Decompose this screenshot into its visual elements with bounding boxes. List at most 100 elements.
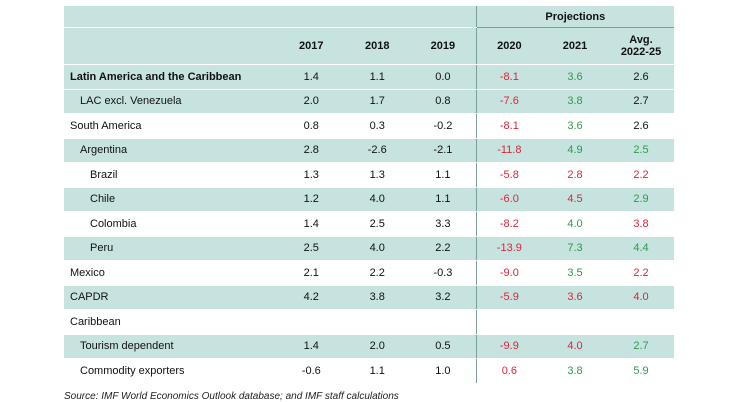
cell-value (608, 309, 674, 335)
table-row: CAPDR 4.2 3.8 3.2 -5.9 3.6 4.0 (64, 285, 674, 310)
cell-value: 1.3 (278, 162, 345, 188)
cell-value: -0.3 (410, 260, 477, 286)
cell-value (344, 309, 411, 335)
cell-value: 2.6 (608, 113, 674, 139)
header-row-projections: Projections (64, 6, 674, 28)
cell-value: -9.9 (475, 334, 543, 359)
table-row: South America 0.8 0.3 -0.2 -8.1 3.6 2.6 (64, 113, 674, 139)
cell-value: -11.8 (475, 138, 543, 163)
cell-value: 2.2 (608, 260, 674, 286)
cell-value: 1.1 (410, 162, 477, 188)
year-header-2021: 2021 (542, 27, 608, 65)
cell-value: 4.0 (542, 334, 608, 359)
cell-value: 2.2 (344, 260, 411, 286)
row-label: Commodity exporters (64, 358, 279, 384)
cell-value: 0.3 (344, 113, 411, 139)
projections-header: Projections (475, 6, 674, 28)
cell-value: 7.3 (542, 236, 608, 261)
cell-value: -8.1 (475, 64, 543, 90)
table-row: Latin America and the Caribbean 1.4 1.1 0.0… (64, 64, 674, 90)
cell-value: 3.8 (608, 211, 674, 237)
cell-value: 2.5 (278, 236, 345, 261)
cell-value: -5.8 (475, 162, 543, 188)
table-row: Argentina 2.8 -2.6 -2.1 -11.8 4.9 2.5 (64, 138, 674, 163)
cell-value: 1.0 (410, 358, 477, 384)
cell-value: 0.6 (475, 358, 543, 384)
cell-value: 2.2 (410, 236, 477, 261)
cell-value: -6.0 (475, 187, 543, 212)
cell-value: 0.8 (410, 89, 477, 114)
cell-value: -8.2 (475, 211, 543, 237)
cell-value: 3.8 (542, 89, 608, 114)
source-note: Source: IMF World Economics Outlook data… (64, 391, 399, 402)
cell-value: 2.5 (344, 211, 411, 237)
cell-value: 1.3 (344, 162, 411, 188)
cell-value: 3.8 (542, 358, 608, 384)
cell-value: 1.1 (410, 187, 477, 212)
cell-value: 3.6 (542, 64, 608, 90)
cell-value: 3.6 (542, 113, 608, 139)
cell-value: 2.7 (608, 89, 674, 114)
cell-value: 4.0 (608, 285, 674, 310)
cell-value: -2.1 (410, 138, 477, 163)
cell-value: 0.0 (410, 64, 477, 90)
row-label: Caribbean (64, 309, 279, 335)
table-row: Commodity exporters -0.6 1.1 1.0 0.6 3.8 5.9 (64, 358, 674, 384)
cell-value: 2.5 (608, 138, 674, 163)
row-label: CAPDR (64, 285, 279, 310)
cell-value: 0.5 (410, 334, 477, 359)
cell-value (475, 309, 543, 335)
cell-value: 2.1 (278, 260, 345, 286)
cell-value (542, 309, 608, 335)
table-row: Caribbean (64, 309, 674, 335)
avg-header-line1: Avg. (629, 34, 653, 46)
header-row-years: 2017 2018 2019 2020 2021 Avg. 2022-25 (64, 27, 674, 65)
cell-value: 5.9 (608, 358, 674, 384)
cell-value: 4.0 (542, 211, 608, 237)
cell-value: 2.8 (542, 162, 608, 188)
cell-value: 3.8 (344, 285, 411, 310)
row-label: Tourism dependent (64, 334, 279, 359)
cell-value: -0.6 (278, 358, 345, 384)
row-label: Mexico (64, 260, 279, 286)
cell-value: -13.9 (475, 236, 543, 261)
row-label: LAC excl. Venezuela (64, 89, 279, 114)
cell-value: 4.4 (608, 236, 674, 261)
row-label: Peru (64, 236, 279, 261)
cell-value: 1.1 (344, 358, 411, 384)
year-header-2018: 2018 (344, 27, 411, 65)
avg-header-line2: 2022-25 (620, 46, 662, 58)
cell-value: 4.9 (542, 138, 608, 163)
cell-value: -8.1 (475, 113, 543, 139)
table-row: Colombia 1.4 2.5 3.3 -8.2 4.0 3.8 (64, 211, 674, 237)
table-row: Peru 2.5 4.0 2.2 -13.9 7.3 4.4 (64, 236, 674, 261)
year-header-2017: 2017 (278, 27, 345, 65)
cell-value (278, 309, 345, 335)
avg-header: Avg. 2022-25 (608, 27, 674, 65)
row-label: Brazil (64, 162, 279, 188)
cell-value: 2.7 (608, 334, 674, 359)
cell-value: 4.2 (278, 285, 345, 310)
cell-value: -5.9 (475, 285, 543, 310)
cell-value: 2.6 (608, 64, 674, 90)
cell-value: 3.2 (410, 285, 477, 310)
cell-value: 2.8 (278, 138, 345, 163)
table-row: LAC excl. Venezuela 2.0 1.7 0.8 -7.6 3.8 2.7 (64, 89, 674, 114)
cell-value: 3.3 (410, 211, 477, 237)
cell-value: 1.4 (278, 211, 345, 237)
year-header-2020: 2020 (475, 27, 543, 65)
cell-value: 4.5 (542, 187, 608, 212)
cell-value: 1.4 (278, 334, 345, 359)
cell-value: 1.2 (278, 187, 345, 212)
growth-table-container: Projections 2017 2018 2019 2020 2021 Avg… (64, 6, 674, 384)
cell-value (410, 309, 477, 335)
cell-value: 2.0 (344, 334, 411, 359)
cell-value: 2.0 (278, 89, 345, 114)
cell-value: 1.4 (278, 64, 345, 90)
cell-value: 4.0 (344, 236, 411, 261)
growth-table: Projections 2017 2018 2019 2020 2021 Avg… (64, 6, 674, 384)
row-label: Chile (64, 187, 279, 212)
cell-value: 2.2 (608, 162, 674, 188)
cell-value: 2.9 (608, 187, 674, 212)
table-row: Tourism dependent 1.4 2.0 0.5 -9.9 4.0 2.7 (64, 334, 674, 359)
